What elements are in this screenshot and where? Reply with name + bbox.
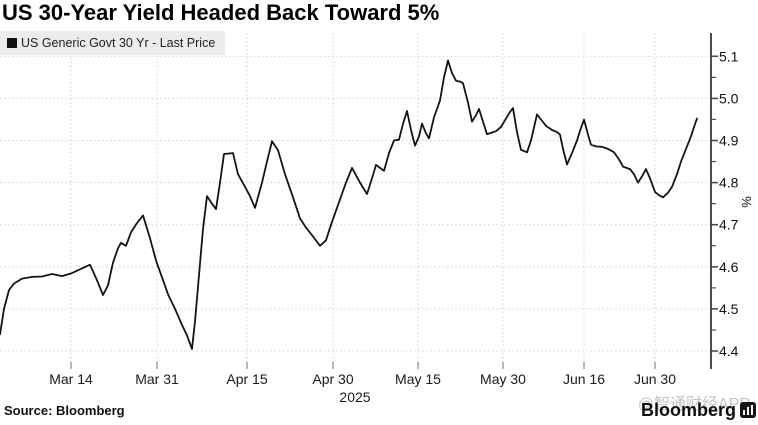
y-tick-label: 5.0 [719, 90, 739, 106]
x-tick-label: Mar 14 [49, 371, 93, 387]
y-tick-label: 5.1 [719, 48, 739, 64]
legend: US Generic Govt 30 Yr - Last Price [0, 31, 226, 55]
bloomberg-logo-icon [740, 402, 756, 418]
y-tick-label: 4.7 [719, 217, 739, 233]
y-axis-unit-label: % [739, 196, 754, 208]
x-axis-year-label: 2025 [339, 389, 370, 405]
y-tick-label: 4.4 [719, 343, 739, 359]
y-tick-label: 4.9 [719, 133, 739, 149]
watermark-zhitong-caijing: @智通财经APP [637, 396, 750, 413]
x-tick-label: May 30 [480, 371, 526, 387]
legend-square-marker-icon [7, 38, 17, 48]
x-tick-label: Apr 30 [312, 371, 353, 387]
legend-label: US Generic Govt 30 Yr - Last Price [21, 36, 216, 50]
source-label: Source: Bloomberg [4, 403, 125, 418]
bloomberg-wordmark: Bloomberg [640, 400, 736, 420]
x-tick-label: Mar 31 [135, 371, 179, 387]
x-tick-label: Apr 15 [226, 371, 267, 387]
x-tick-label: May 15 [395, 371, 441, 387]
series-line [0, 59, 698, 350]
x-tick-label: Jun 16 [563, 371, 605, 387]
y-tick-label: 4.5 [719, 301, 739, 317]
x-tick-label: Jun 30 [634, 371, 676, 387]
y-tick-label: 4.6 [719, 259, 739, 275]
y-tick-label: 4.8 [719, 175, 739, 191]
bloomberg-brand: Bloomberg [641, 401, 756, 419]
page-title: US 30-Year Yield Headed Back Toward 5% [2, 0, 440, 25]
